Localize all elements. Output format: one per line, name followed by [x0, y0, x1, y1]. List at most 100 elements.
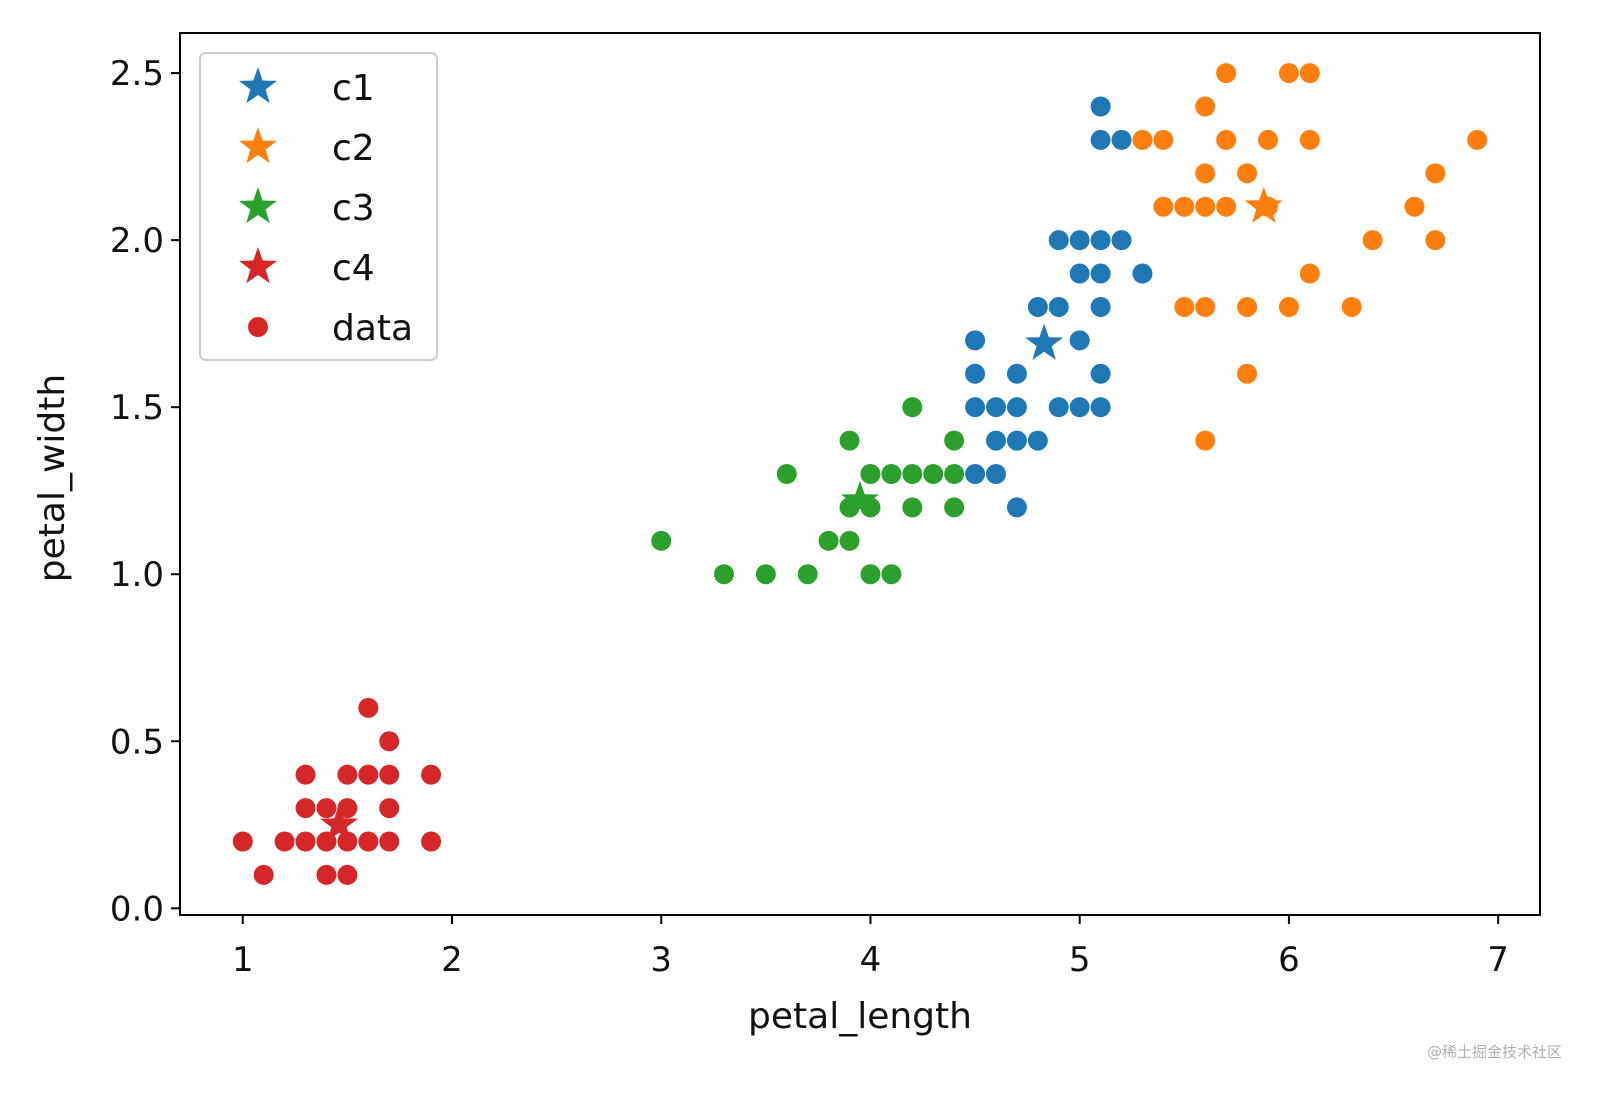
plot-frame [179, 32, 1541, 916]
data-point [755, 564, 776, 585]
data-point [379, 831, 400, 852]
legend-label-c3: c3 [332, 188, 375, 229]
data-point [1278, 63, 1299, 84]
data-point [651, 530, 672, 551]
data-point [1174, 296, 1195, 317]
data-point [1111, 129, 1132, 150]
legend-star-c4 [238, 247, 278, 284]
data-point [860, 564, 881, 585]
data-point [944, 430, 965, 451]
data-point [1425, 163, 1446, 184]
data-point [965, 330, 986, 351]
data-point [1278, 296, 1299, 317]
data-point [421, 764, 442, 785]
data-point [1404, 196, 1425, 217]
data-point [839, 530, 860, 551]
data-point [902, 397, 923, 418]
data-point [839, 430, 860, 451]
x-tick-label: 1 [232, 940, 254, 980]
data-point [1069, 330, 1090, 351]
data-point [1341, 296, 1362, 317]
data-point [881, 564, 902, 585]
data-point [1006, 497, 1027, 518]
data-point [776, 464, 797, 484]
data-point [1069, 263, 1090, 284]
data-point [818, 530, 839, 551]
x-tick-label: 6 [1278, 940, 1300, 980]
data-point [358, 831, 379, 852]
data-point [1195, 163, 1216, 184]
data-point [1258, 129, 1278, 150]
data-point [253, 864, 274, 885]
data-point [1216, 63, 1237, 84]
centroid-star-c1 [1025, 323, 1064, 360]
data-point [421, 831, 442, 852]
centroid-star-c4 [319, 804, 359, 841]
data-point [1090, 363, 1111, 384]
y-tick-label: 1.5 [110, 388, 164, 428]
data-point [860, 464, 881, 484]
data-point [1069, 230, 1090, 251]
data-point [1425, 230, 1446, 251]
data-point [902, 464, 923, 484]
data-point [1216, 129, 1237, 150]
data-point [1090, 397, 1111, 418]
x-axis-ticks: 1 2 3 4 5 6 7 [232, 915, 1509, 980]
y-tick-label: 1.0 [110, 555, 164, 595]
data-point [295, 831, 316, 852]
centroid-markers [319, 186, 1283, 841]
legend-label-c1: c1 [332, 68, 375, 109]
data-point [1111, 230, 1132, 251]
data-point [1132, 129, 1153, 150]
data-point [1174, 196, 1195, 217]
data-point [923, 464, 944, 484]
legend-box [199, 52, 438, 361]
data-point [295, 798, 316, 819]
data-point [1195, 96, 1216, 117]
legend-label-c4: c4 [332, 248, 375, 289]
y-axis-ticks: 0.0 0.5 1.0 1.5 2.0 2.5 [110, 54, 180, 929]
data-point [1006, 397, 1027, 418]
watermark: @稀土掘金技术社区 [1427, 1043, 1562, 1061]
data-point [986, 397, 1006, 418]
data-point [1090, 263, 1111, 284]
data-point [1467, 129, 1488, 150]
legend-items: c1 c2 c3 c4 data [238, 67, 413, 349]
data-point [379, 798, 400, 819]
data-point [1237, 296, 1258, 317]
data-point [944, 464, 965, 484]
legend-label-c2: c2 [332, 128, 375, 169]
data-point [1090, 296, 1111, 317]
x-tick-label: 2 [441, 940, 463, 980]
data-point [965, 464, 986, 484]
data-point [337, 798, 358, 819]
centroid-star-c3 [840, 480, 880, 517]
data-point [1006, 363, 1027, 384]
data-point [1195, 430, 1216, 451]
legend-dot-data [248, 317, 268, 337]
data-point [965, 397, 986, 418]
centroid-star-c2 [1244, 186, 1283, 223]
data-point [1090, 96, 1111, 117]
data-point [1027, 296, 1048, 317]
data-point [1153, 196, 1174, 217]
y-tick-label: 2.5 [110, 54, 164, 94]
data-point [1216, 196, 1237, 217]
data-point [986, 430, 1006, 451]
data-point [337, 864, 358, 885]
data-point [1299, 129, 1320, 150]
data-point [1299, 263, 1320, 284]
data-point [1048, 296, 1069, 317]
data-point [1069, 397, 1090, 418]
data-point [358, 764, 379, 785]
data-point [1195, 296, 1216, 317]
data-point [965, 363, 986, 384]
data-point [379, 731, 400, 752]
data-point [1237, 163, 1258, 184]
x-tick-label: 3 [650, 940, 672, 980]
data-point [986, 464, 1006, 484]
data-point [337, 764, 358, 785]
y-tick-label: 2.0 [110, 221, 164, 261]
data-point [1237, 363, 1258, 384]
